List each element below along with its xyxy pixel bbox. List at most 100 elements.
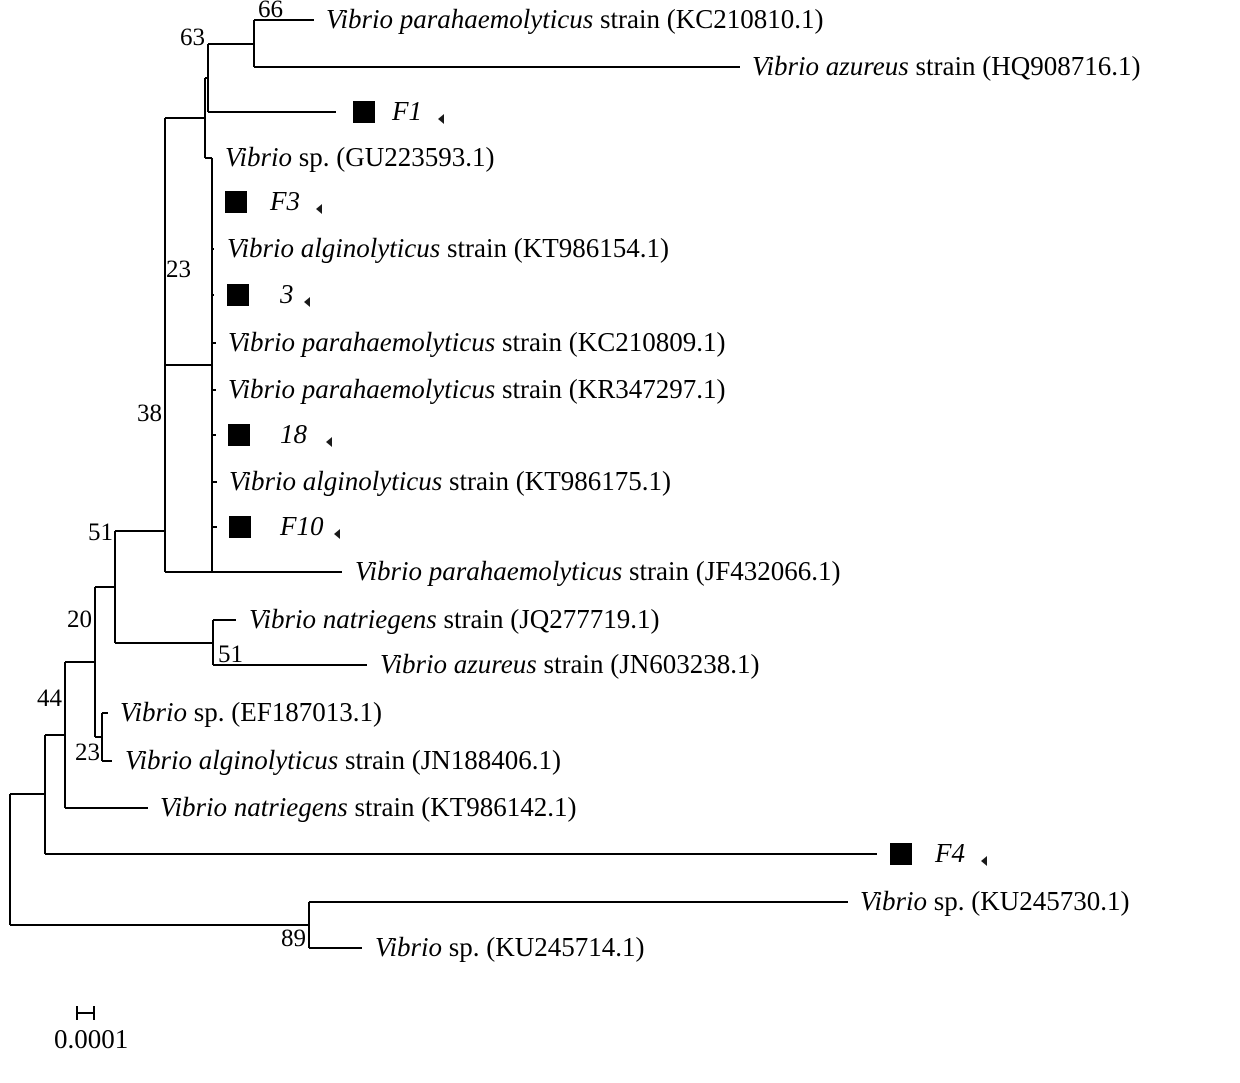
taxon-label: Vibrio natriegens strain (JQ277719.1) — [249, 604, 659, 635]
tree-branch — [102, 712, 108, 714]
bootstrap-value: 63 — [180, 24, 205, 52]
taxon-label: Vibrio sp. (KU245714.1) — [375, 932, 645, 963]
taxon-label: Vibrio azureus strain (JN603238.1) — [380, 649, 760, 680]
taxon-genus: Vibrio — [375, 932, 442, 962]
taxon-genus: Vibrio azureus — [752, 51, 909, 81]
tree-branch — [212, 389, 216, 391]
taxon-genus: Vibrio alginolyticus — [229, 466, 442, 496]
taxon-label: Vibrio sp. (KU245730.1) — [860, 886, 1130, 917]
taxon-genus: Vibrio parahaemolyticus — [228, 374, 495, 404]
tree-branch — [10, 924, 309, 926]
tree-branch — [212, 571, 342, 573]
tree-branch — [309, 947, 362, 949]
tree-branch — [102, 760, 112, 762]
taxon-genus: Vibrio natriegens — [249, 604, 437, 634]
sample-label: F1 — [392, 96, 422, 127]
tree-connector — [164, 118, 166, 572]
square-marker-icon — [229, 516, 251, 538]
tree-branch — [309, 901, 848, 903]
bootstrap-value: 38 — [137, 400, 162, 428]
tree-branch — [208, 43, 254, 45]
scale-tick — [93, 1006, 95, 1020]
taxon-genus: Vibrio natriegens — [160, 792, 348, 822]
tree-branch — [45, 853, 877, 855]
tree-branch — [212, 294, 214, 296]
sample-name: F10 — [280, 511, 324, 541]
tree-branch — [212, 434, 216, 436]
sample-label: 18 — [280, 419, 307, 450]
sample-name: 18 — [280, 419, 307, 449]
taxon-label: Vibrio sp. (EF187013.1) — [120, 697, 382, 728]
tree-branch — [165, 571, 212, 573]
taxon-accession: strain (HQ908716.1) — [909, 51, 1141, 81]
tree-branch — [65, 661, 95, 663]
taxon-accession: strain (KT986154.1) — [440, 233, 669, 263]
taxon-genus: Vibrio parahaemolyticus — [228, 327, 495, 357]
taxon-accession: sp. (KU245730.1) — [927, 886, 1130, 916]
phylo-tree: Vibrio parahaemolyticus strain (KC210810… — [0, 0, 1240, 1083]
sample-label: 3 — [280, 279, 294, 310]
taxon-genus: Vibrio alginolyticus — [125, 745, 338, 775]
square-marker-icon — [225, 191, 247, 213]
triangle-icon — [334, 529, 340, 539]
taxon-genus: Vibrio alginolyticus — [227, 233, 440, 263]
tree-branch — [212, 342, 216, 344]
taxon-genus: Vibrio parahaemolyticus — [326, 4, 593, 34]
taxon-label: Vibrio parahaemolyticus strain (KR347297… — [228, 374, 725, 405]
sample-name: F3 — [270, 186, 300, 216]
taxon-label: Vibrio alginolyticus strain (JN188406.1) — [125, 745, 561, 776]
tree-branch — [213, 619, 236, 621]
scale-tick — [76, 1006, 78, 1020]
sample-label: F3 — [270, 186, 300, 217]
tree-branch — [165, 117, 205, 119]
taxon-accession: strain (JN603238.1) — [537, 649, 760, 679]
tree-branch — [212, 481, 217, 483]
taxon-accession: strain (KC210809.1) — [495, 327, 725, 357]
triangle-icon — [981, 856, 987, 866]
sample-name: 3 — [280, 279, 294, 309]
taxon-genus: Vibrio — [120, 697, 187, 727]
tree-branch — [165, 364, 212, 366]
sample-label: F10 — [280, 511, 324, 542]
tree-branch — [212, 248, 214, 250]
taxon-label: Vibrio natriegens strain (KT986142.1) — [160, 792, 576, 823]
taxon-genus: Vibrio — [225, 142, 292, 172]
bootstrap-value: 20 — [67, 606, 92, 634]
taxon-accession: strain (JF432066.1) — [622, 556, 840, 586]
tree-branch — [205, 157, 212, 159]
tree-branch — [10, 793, 45, 795]
taxon-accession: strain (KC210810.1) — [593, 4, 823, 34]
taxon-genus: Vibrio — [860, 886, 927, 916]
tree-branch — [254, 66, 740, 68]
triangle-icon — [304, 297, 310, 307]
taxon-accession: sp. (EF187013.1) — [187, 697, 382, 727]
taxon-accession: sp. (KU245714.1) — [442, 932, 645, 962]
sample-name: F1 — [392, 96, 422, 126]
tree-branch — [212, 526, 217, 528]
bootstrap-value: 23 — [75, 739, 100, 767]
square-marker-icon — [227, 284, 249, 306]
tree-branch — [115, 642, 213, 644]
taxon-accession: strain (JN188406.1) — [338, 745, 561, 775]
bootstrap-value: 66 — [258, 0, 283, 24]
scale-value: 0.0001 — [54, 1024, 128, 1055]
triangle-icon — [326, 437, 332, 447]
bootstrap-value: 51 — [218, 641, 243, 669]
taxon-label: Vibrio parahaemolyticus strain (JF432066… — [355, 556, 840, 587]
tree-branch — [95, 736, 102, 738]
bootstrap-value: 89 — [281, 925, 306, 953]
bootstrap-value: 23 — [166, 256, 191, 284]
taxon-label: Vibrio parahaemolyticus strain (KC210810… — [326, 4, 823, 35]
taxon-accession: strain (JQ277719.1) — [437, 604, 660, 634]
taxon-label: Vibrio alginolyticus strain (KT986154.1) — [227, 233, 669, 264]
taxon-label: Vibrio azureus strain (HQ908716.1) — [752, 51, 1140, 82]
sample-label: F4 — [935, 838, 965, 869]
triangle-icon — [438, 114, 444, 124]
taxon-accession: sp. (GU223593.1) — [292, 142, 495, 172]
bootstrap-value: 51 — [88, 519, 113, 547]
taxon-accession: strain (KR347297.1) — [495, 374, 725, 404]
tree-branch — [208, 111, 336, 113]
tree-branch — [115, 530, 165, 532]
tree-connector — [9, 794, 11, 925]
taxon-label: Vibrio sp. (GU223593.1) — [225, 142, 495, 173]
